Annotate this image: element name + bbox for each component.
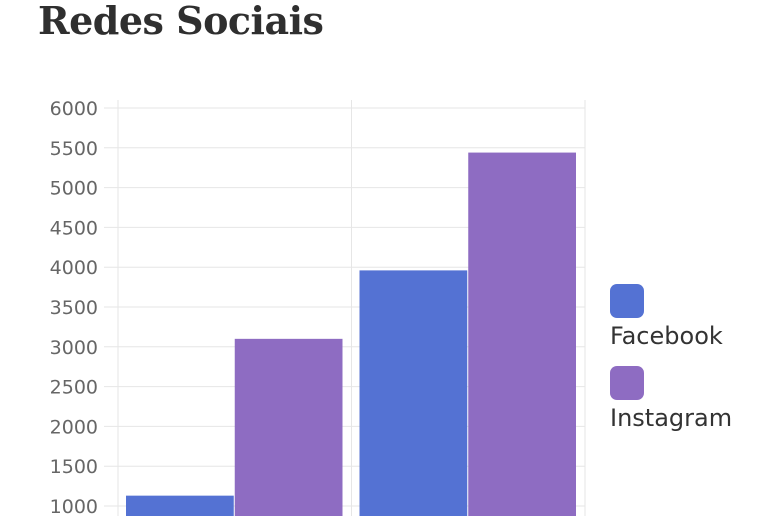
bar-facebook-0[interactable] [126,495,234,516]
y-tick-label: 3000 [50,337,98,359]
y-tick-label: 1000 [50,496,98,516]
y-tick-label: 2500 [50,377,98,399]
bar-instagram-0[interactable] [234,338,343,516]
page-title: Redes Sociais [38,0,324,43]
legend-item-instagram[interactable]: Instagram [610,366,770,448]
chart-legend: Facebook Instagram [610,284,770,448]
y-tick-label: 4500 [50,217,98,239]
y-tick-label: 5000 [50,178,98,200]
y-tick-label: 5500 [50,138,98,160]
y-tick-label: 1500 [50,456,98,478]
legend-label-facebook: Facebook [610,322,723,350]
bar-instagram-1[interactable] [468,152,576,516]
y-tick-label: 6000 [50,98,98,120]
y-tick-label: 4000 [50,257,98,279]
bar-layer [126,152,576,516]
legend-swatch-facebook [610,284,644,318]
legend-item-facebook[interactable]: Facebook [610,284,770,366]
bar-facebook-1[interactable] [359,270,468,516]
y-tick-label: 2000 [50,416,98,438]
legend-swatch-instagram [610,366,644,400]
legend-label-instagram: Instagram [610,404,733,432]
y-axis-ticks: 6000 5500 5000 4500 4000 3500 3000 2500 2000 1500… [50,98,98,516]
y-tick-label: 3500 [50,297,98,319]
